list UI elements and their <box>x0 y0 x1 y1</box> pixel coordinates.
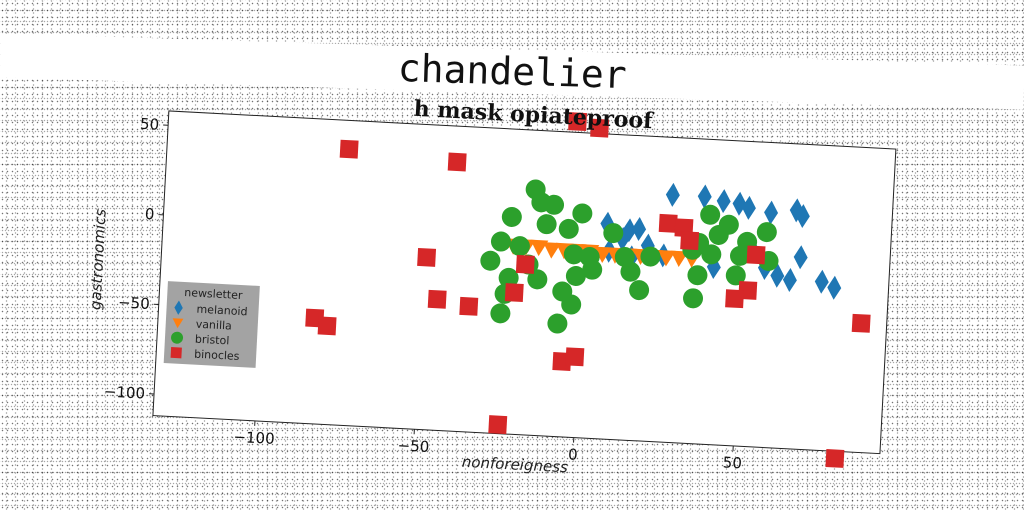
data-point-binocles <box>447 152 467 172</box>
data-point-bristol <box>558 218 579 239</box>
data-point-binocles <box>515 254 535 274</box>
data-point-vanilla <box>593 246 612 264</box>
legend-marker-bristol <box>171 331 184 344</box>
x-tick-label: 50 <box>722 453 742 472</box>
legend-marker-vanilla <box>172 318 184 329</box>
data-point-bristol <box>582 259 603 280</box>
data-point-bristol <box>547 313 568 334</box>
data-point-binocles <box>317 316 337 336</box>
data-point-bristol <box>708 224 729 245</box>
data-point-binocles <box>825 449 845 468</box>
x-tick-label: −50 <box>397 436 430 456</box>
y-tick-label: 50 <box>140 115 160 134</box>
legend-label-bristol: bristol <box>195 333 230 348</box>
data-point-binocles <box>658 213 678 233</box>
legend-marker-melanoid <box>174 300 183 315</box>
legend-label-vanilla: vanilla <box>195 318 232 333</box>
data-point-bristol <box>725 265 746 286</box>
data-point-binocles <box>746 245 766 265</box>
data-point-bristol <box>490 303 511 324</box>
x-axis-label: nonforeigness <box>461 453 568 477</box>
data-point-binocles <box>851 313 871 333</box>
data-point-melanoid <box>732 191 747 216</box>
data-point-bristol <box>480 250 501 271</box>
data-point-melanoid <box>795 204 810 229</box>
data-point-melanoid <box>697 184 712 209</box>
data-point-binocles <box>417 247 437 267</box>
legend-marker-binocles <box>170 347 182 359</box>
data-point-bristol <box>700 204 721 225</box>
data-point-bristol <box>561 294 582 315</box>
data-point-bristol <box>509 236 530 257</box>
data-point-binocles <box>488 415 508 435</box>
data-point-bristol <box>687 265 708 286</box>
data-point-bristol <box>629 280 650 301</box>
data-point-melanoid <box>665 182 680 207</box>
data-point-bristol <box>603 223 624 244</box>
data-point-binocles <box>459 296 479 316</box>
data-point-binocles <box>504 283 524 303</box>
legend-box <box>163 281 260 368</box>
data-point-bristol <box>501 206 522 227</box>
data-point-binocles <box>568 112 588 132</box>
data-point-bristol <box>498 267 519 288</box>
data-point-melanoid <box>793 245 808 270</box>
data-point-binocles <box>680 231 700 251</box>
data-point-bristol <box>563 244 584 265</box>
x-tick-label: 0 <box>568 445 578 463</box>
data-point-binocles <box>339 139 359 159</box>
data-point-melanoid <box>789 198 804 223</box>
data-point-bristol <box>527 269 548 290</box>
data-point-melanoid <box>615 226 630 251</box>
data-point-melanoid <box>827 275 842 300</box>
data-point-binocles <box>565 347 585 367</box>
data-point-bristol <box>683 288 704 309</box>
data-point-bristol <box>565 266 586 287</box>
legend-label-binocles: binocles <box>194 348 240 363</box>
legend-label-melanoid: melanoid <box>196 303 248 319</box>
legend-title: newsletter <box>184 286 243 302</box>
data-point-binocles <box>725 289 745 309</box>
data-point-bristol <box>730 245 751 266</box>
data-point-vanilla <box>543 242 562 259</box>
data-point-melanoid <box>716 189 731 214</box>
data-point-binocles <box>590 118 610 138</box>
data-point-bristol <box>572 203 593 224</box>
x-tick-label: −100 <box>233 428 275 448</box>
y-tick-label: 0 <box>144 205 154 223</box>
data-point-bristol <box>620 261 641 282</box>
data-point-bristol <box>756 222 777 243</box>
data-point-melanoid <box>632 217 647 242</box>
data-point-bristol <box>536 214 557 235</box>
data-point-binocles <box>427 289 447 309</box>
data-point-melanoid <box>814 269 829 294</box>
data-point-melanoid <box>764 200 779 225</box>
data-point-bristol <box>640 246 661 267</box>
y-tick-label: −50 <box>118 293 151 313</box>
data-point-bristol <box>490 231 511 252</box>
data-point-melanoid <box>741 195 756 220</box>
data-point-bristol <box>544 194 565 215</box>
y-axis-label: gastronomics <box>86 208 109 310</box>
data-point-vanilla <box>657 249 676 267</box>
y-tick-label: −100 <box>103 382 145 402</box>
data-point-melanoid <box>782 268 797 293</box>
data-point-melanoid <box>770 263 785 288</box>
